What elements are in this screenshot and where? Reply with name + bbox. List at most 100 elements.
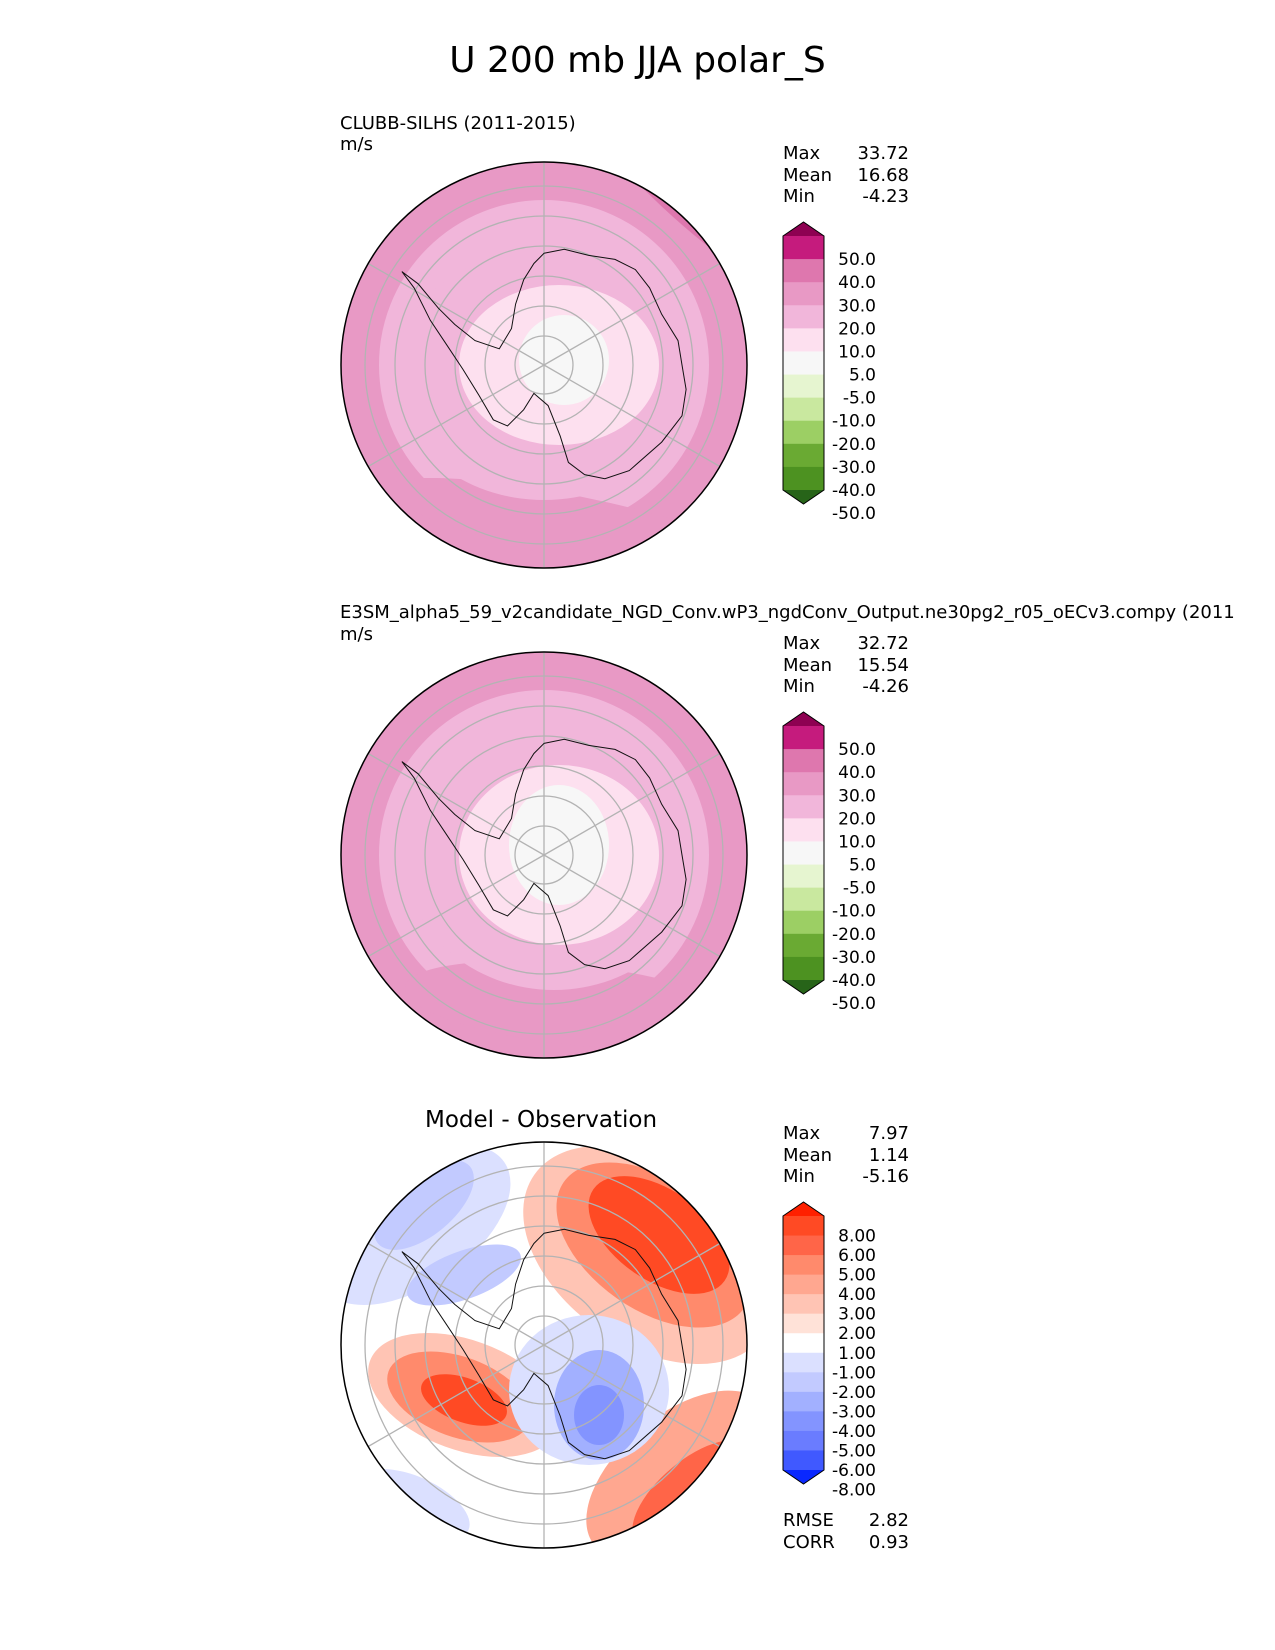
map-panel-1 bbox=[340, 161, 748, 569]
colorbar-segment bbox=[783, 749, 824, 773]
meridian-gridline bbox=[367, 364, 545, 468]
colorbar-segment bbox=[783, 864, 824, 889]
stat-value: 16.68 bbox=[857, 164, 909, 186]
colorbar-tick-label: -30.0 bbox=[832, 458, 876, 478]
figure-title: U 200 mb JJA polar_S bbox=[449, 40, 826, 81]
meridian-gridline bbox=[543, 364, 721, 468]
colorbar-tick-label: -6.00 bbox=[832, 1461, 876, 1481]
colorbar-segment bbox=[783, 1450, 824, 1471]
map-boundary bbox=[340, 651, 748, 1059]
meridian-gridline bbox=[367, 752, 545, 856]
colorbar-tick-label: -30.0 bbox=[832, 948, 876, 968]
colorbar-outline bbox=[782, 1201, 825, 1485]
colorbar-tick-label: 5.0 bbox=[849, 856, 876, 876]
colorbar-segment bbox=[783, 1352, 824, 1373]
meridian-gridline bbox=[543, 854, 721, 958]
panel-3-stats: Max 7.97 Mean 1.14 Min -5.16 bbox=[783, 1123, 909, 1188]
colorbar-tick-label: -50.0 bbox=[832, 994, 876, 1014]
colorbar-segment bbox=[783, 236, 824, 260]
colorbar-extend-top bbox=[783, 1202, 824, 1216]
colorbar-tick-label: 2.00 bbox=[838, 1324, 876, 1344]
colorbar-segment bbox=[783, 259, 824, 283]
colorbar-segment bbox=[783, 420, 824, 445]
colorbar-segment bbox=[783, 887, 824, 912]
colorbar-tick-label: -5.0 bbox=[843, 879, 876, 899]
map-panel-2 bbox=[340, 651, 748, 1059]
antarctica-coastline bbox=[401, 738, 687, 970]
stat-label: Max bbox=[783, 1123, 821, 1144]
meridian-gridline bbox=[367, 1344, 545, 1448]
colorbar-segment bbox=[783, 374, 824, 399]
stat-value: 0.93 bbox=[868, 1531, 909, 1553]
colorbar-tick-label: 10.0 bbox=[838, 833, 876, 853]
colorbar-segment bbox=[783, 1372, 824, 1393]
colorbar-segment bbox=[783, 443, 824, 468]
contour-band bbox=[519, 315, 609, 405]
colorbar-tick-label: 6.00 bbox=[838, 1246, 876, 1266]
colorbar-tick-label: 40.0 bbox=[838, 273, 876, 293]
colorbar-segment bbox=[783, 397, 824, 422]
colorbar-extend-top bbox=[783, 222, 824, 236]
colorbar-segment bbox=[783, 726, 824, 750]
stat-value: 1.14 bbox=[868, 1144, 909, 1166]
colorbar-segment bbox=[783, 1411, 824, 1432]
colorbar-tick-label: 20.0 bbox=[838, 809, 876, 829]
colorbar-tick-label: 10.0 bbox=[838, 343, 876, 363]
panel-2-title: E3SM_alpha5_59_v2candidate_NGD_Conv.wP3_… bbox=[340, 602, 1235, 623]
panel-3-title: Model - Observation bbox=[425, 1107, 658, 1133]
colorbar-tick-label: -20.0 bbox=[832, 925, 876, 945]
colorbar-extend-top bbox=[783, 712, 824, 726]
colorbar-segment bbox=[783, 841, 824, 866]
colorbar-segment bbox=[783, 466, 824, 491]
stat-value: -4.26 bbox=[862, 676, 909, 697]
colorbar-segment bbox=[783, 1235, 824, 1256]
contour-band bbox=[374, 1160, 474, 1250]
stat-label: Mean bbox=[783, 654, 833, 676]
colorbar-tick-label: 5.0 bbox=[849, 366, 876, 386]
colorbar-segment bbox=[783, 910, 824, 935]
colorbar-panel-1: 50.0 40.0 30.0 20.0 10.0 5.0 -5.0 -10.0 -20.0 -30… bbox=[782, 221, 876, 524]
colorbar-tick-label: 40.0 bbox=[838, 763, 876, 783]
map-boundary bbox=[340, 1141, 748, 1549]
colorbar-segment bbox=[783, 1294, 824, 1315]
colorbar-tick-label: 1.00 bbox=[838, 1344, 876, 1364]
antarctica-coastline bbox=[401, 248, 687, 480]
stat-label: Min bbox=[783, 186, 815, 207]
stat-value: 33.72 bbox=[857, 143, 909, 164]
colorbar-segment bbox=[783, 795, 824, 819]
colorbar-extend-bottom bbox=[783, 980, 824, 994]
colorbar-tick-label: 4.00 bbox=[838, 1285, 876, 1305]
colorbar-tick-label: -8.00 bbox=[832, 1481, 876, 1501]
stat-label: Mean bbox=[783, 1144, 833, 1166]
colorbar-outline bbox=[782, 221, 825, 505]
colorbar-tick-label: -40.0 bbox=[832, 481, 876, 501]
colorbar-tick-label: 30.0 bbox=[838, 786, 876, 806]
contour-field bbox=[341, 652, 747, 1058]
colorbar-segment bbox=[783, 933, 824, 958]
colorbar-tick-label: -40.0 bbox=[832, 971, 876, 991]
stat-value: 32.72 bbox=[857, 633, 909, 654]
colorbar-tick-label: 30.0 bbox=[838, 296, 876, 316]
meridian-gridline bbox=[367, 262, 545, 366]
colorbar-tick-label: 20.0 bbox=[838, 319, 876, 339]
colorbar-tick-label: -1.00 bbox=[832, 1363, 876, 1383]
colorbar-tick-label: -5.0 bbox=[843, 389, 876, 409]
colorbar-segment bbox=[783, 1274, 824, 1295]
colorbar-segment bbox=[783, 1255, 824, 1276]
contour-band bbox=[407, 1244, 521, 1306]
colorbar-tick-label: -20.0 bbox=[832, 435, 876, 455]
panel-2-units: m/s bbox=[340, 624, 373, 645]
panel-2-stats: Max 32.72 Mean 15.54 Min -4.26 bbox=[783, 633, 909, 698]
colorbar-tick-label: -50.0 bbox=[832, 504, 876, 524]
colorbar-tick-label: -5.00 bbox=[832, 1442, 876, 1462]
contour-field bbox=[341, 162, 747, 568]
colorbar-tick-label: 3.00 bbox=[838, 1305, 876, 1325]
meridian-gridline bbox=[543, 752, 721, 856]
map-boundary bbox=[340, 161, 748, 569]
contour-band bbox=[509, 785, 609, 905]
stat-label: Max bbox=[783, 143, 821, 164]
colorbar-tick-label: 50.0 bbox=[838, 740, 876, 760]
colorbar-outline bbox=[782, 711, 825, 995]
colorbar-panel-2: 50.0 40.0 30.0 20.0 10.0 5.0 -5.0 -10.0 -20.0 -30… bbox=[782, 711, 876, 1014]
panel-1-title: CLUBB-SILHS (2011-2015) bbox=[340, 113, 576, 134]
